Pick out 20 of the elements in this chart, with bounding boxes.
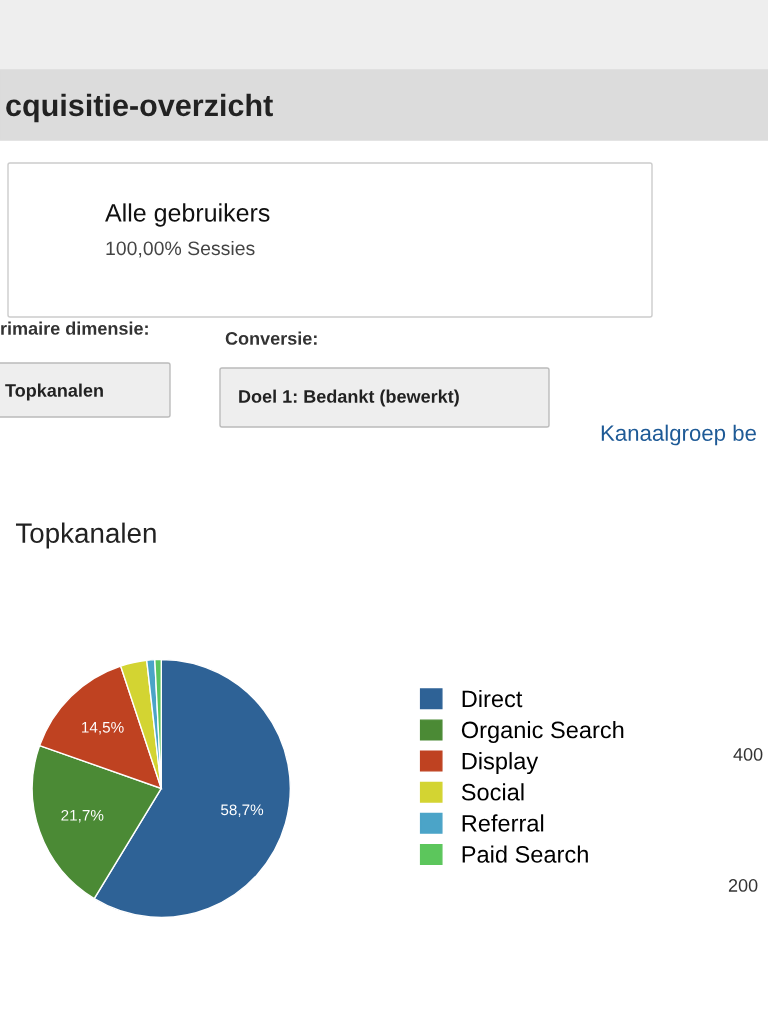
text: Doel 1: Bedankt (bewerkt) [239,389,459,407]
text: 100,00% Sessies [106,240,255,258]
text: cquisitie-overzicht [6,93,273,123]
legend-label: Direct [462,689,523,708]
legend-label: Referral [462,814,544,832]
text: 400 [733,748,763,761]
text: Kanaalgroep be [601,424,756,446]
legend-label: Organic Search [461,720,624,743]
text: 200 [728,879,758,892]
text: rimaire dimensie: [1,321,148,335]
text: Topkanalen [5,383,103,401]
text: Conversie: [225,331,317,345]
data-label: 58,7% [220,804,264,818]
data-label: 21,7% [61,809,104,823]
data-label: 14,5% [82,721,124,735]
legend-label: Paid Search [462,845,588,863]
legend-label: Social [461,783,524,801]
legend-label: Display [462,752,539,775]
chart-title: Topkanalen [15,522,156,549]
text: Alle gebruikers [105,203,270,227]
